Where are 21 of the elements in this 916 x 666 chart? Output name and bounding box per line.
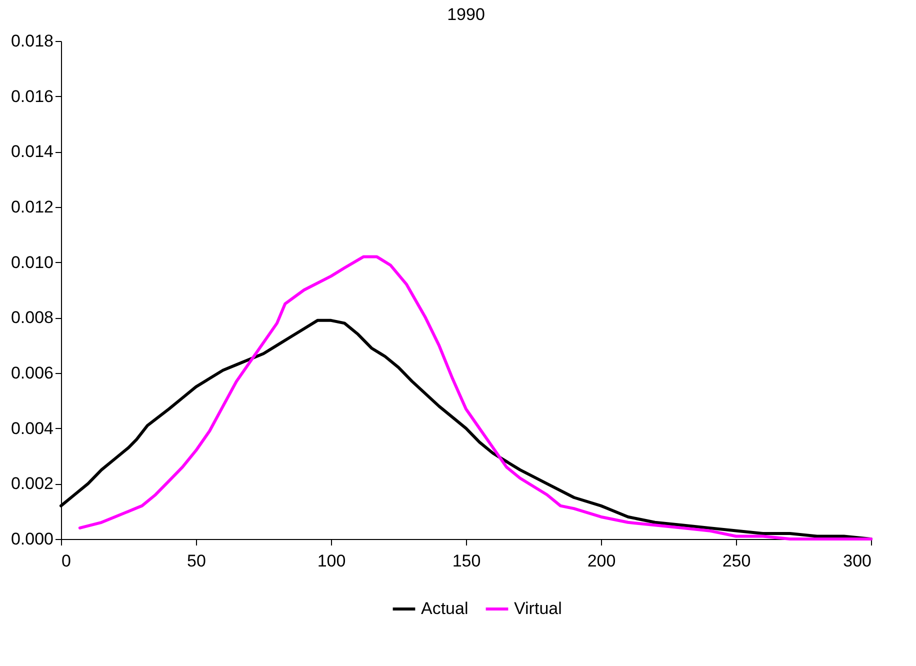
- y-tick-label: 0.006: [10, 364, 54, 382]
- y-tick-label: 0.010: [10, 252, 54, 272]
- legend-label: Virtual: [514, 599, 562, 618]
- x-tick-label: 150: [452, 552, 481, 570]
- y-tick-label: 0.004: [10, 418, 54, 438]
- y-tick-label: 0.000: [10, 530, 54, 548]
- x-tick-label: 250: [722, 552, 751, 570]
- line-series: [78, 255, 872, 540]
- chart-title: 1990: [447, 5, 485, 24]
- legend-label: Actual: [421, 599, 468, 618]
- y-tick-label: 0.016: [10, 86, 54, 106]
- y-tick-label: 0.008: [10, 308, 54, 328]
- x-tick-label: 100: [317, 552, 346, 570]
- x-tick-label: 0: [62, 552, 71, 570]
- x-tick-label: 200: [587, 552, 616, 570]
- x-tick-label: 50: [187, 552, 206, 570]
- y-tick-label: 0.018: [10, 32, 54, 50]
- y-tick-label: 0.002: [10, 474, 54, 494]
- y-tick-label: 0.012: [10, 198, 54, 216]
- x-tick-label: 300: [843, 552, 872, 570]
- y-tick-label: 0.014: [10, 142, 54, 162]
